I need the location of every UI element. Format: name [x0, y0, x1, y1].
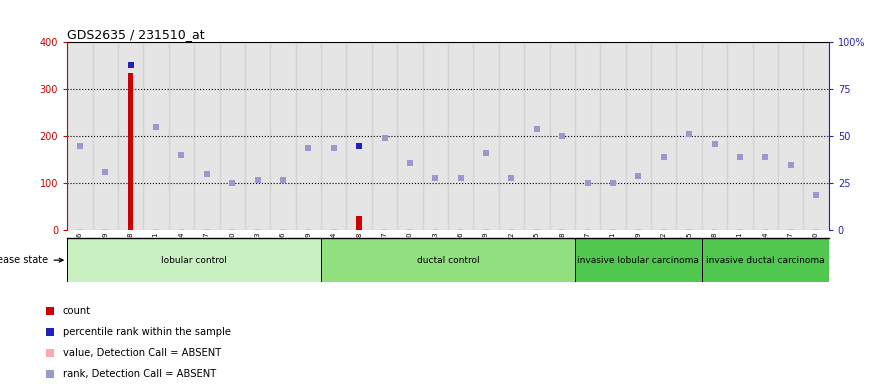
Text: ductal control: ductal control	[417, 256, 479, 265]
Bar	[67, 238, 321, 282]
Bar	[77, 229, 82, 230]
Bar	[473, 42, 499, 230]
Bar	[625, 42, 651, 230]
Bar	[321, 42, 347, 230]
Bar	[245, 42, 271, 230]
Bar	[102, 229, 108, 230]
Bar	[458, 229, 463, 230]
Text: GDS2635 / 231510_at: GDS2635 / 231510_at	[67, 28, 205, 41]
Bar	[118, 42, 143, 230]
Bar	[534, 229, 539, 230]
Bar	[814, 229, 819, 230]
Bar	[737, 229, 743, 230]
Bar	[153, 229, 159, 230]
Bar	[635, 229, 642, 230]
Text: rank, Detection Call = ABSENT: rank, Detection Call = ABSENT	[63, 369, 216, 379]
Bar	[804, 42, 829, 230]
Text: disease state: disease state	[0, 255, 63, 265]
Bar	[331, 229, 337, 230]
Bar	[92, 42, 118, 230]
Bar	[686, 229, 692, 230]
Bar	[204, 229, 210, 230]
Bar	[128, 73, 134, 230]
Bar	[229, 229, 235, 230]
Bar	[254, 229, 261, 230]
Bar	[433, 229, 438, 230]
Text: invasive lobular carcinoma: invasive lobular carcinoma	[577, 256, 700, 265]
Bar	[67, 42, 92, 230]
Bar	[575, 238, 702, 282]
Bar	[382, 229, 387, 230]
Bar	[702, 42, 728, 230]
Bar	[753, 42, 778, 230]
Bar	[347, 42, 372, 230]
Bar	[483, 229, 489, 230]
Bar	[194, 42, 220, 230]
Bar	[499, 42, 524, 230]
Text: invasive ductal carcinoma: invasive ductal carcinoma	[706, 256, 824, 265]
Bar	[321, 238, 575, 282]
Bar	[702, 238, 829, 282]
Bar	[220, 42, 245, 230]
Text: lobular control: lobular control	[161, 256, 227, 265]
Bar	[306, 229, 311, 230]
Bar	[661, 229, 667, 230]
Bar	[559, 229, 565, 230]
Bar	[280, 229, 286, 230]
Bar	[600, 42, 625, 230]
Text: count: count	[63, 306, 90, 316]
Bar	[509, 229, 514, 230]
Bar	[448, 42, 473, 230]
Bar	[676, 42, 702, 230]
Bar	[423, 42, 448, 230]
Bar	[549, 42, 575, 230]
Bar	[407, 229, 413, 230]
Bar	[585, 229, 590, 230]
Bar	[524, 42, 549, 230]
Bar	[143, 42, 168, 230]
Bar	[711, 229, 718, 230]
Bar	[728, 42, 753, 230]
Bar	[168, 42, 194, 230]
Bar	[762, 229, 768, 230]
Bar	[178, 229, 185, 230]
Bar	[397, 42, 423, 230]
Bar	[651, 42, 676, 230]
Bar	[357, 216, 362, 230]
Bar	[575, 42, 600, 230]
Bar	[610, 229, 616, 230]
Bar	[296, 42, 321, 230]
Bar	[788, 229, 794, 230]
Bar	[271, 42, 296, 230]
Text: value, Detection Call = ABSENT: value, Detection Call = ABSENT	[63, 348, 221, 358]
Bar	[778, 42, 804, 230]
Bar	[372, 42, 397, 230]
Text: percentile rank within the sample: percentile rank within the sample	[63, 327, 231, 337]
